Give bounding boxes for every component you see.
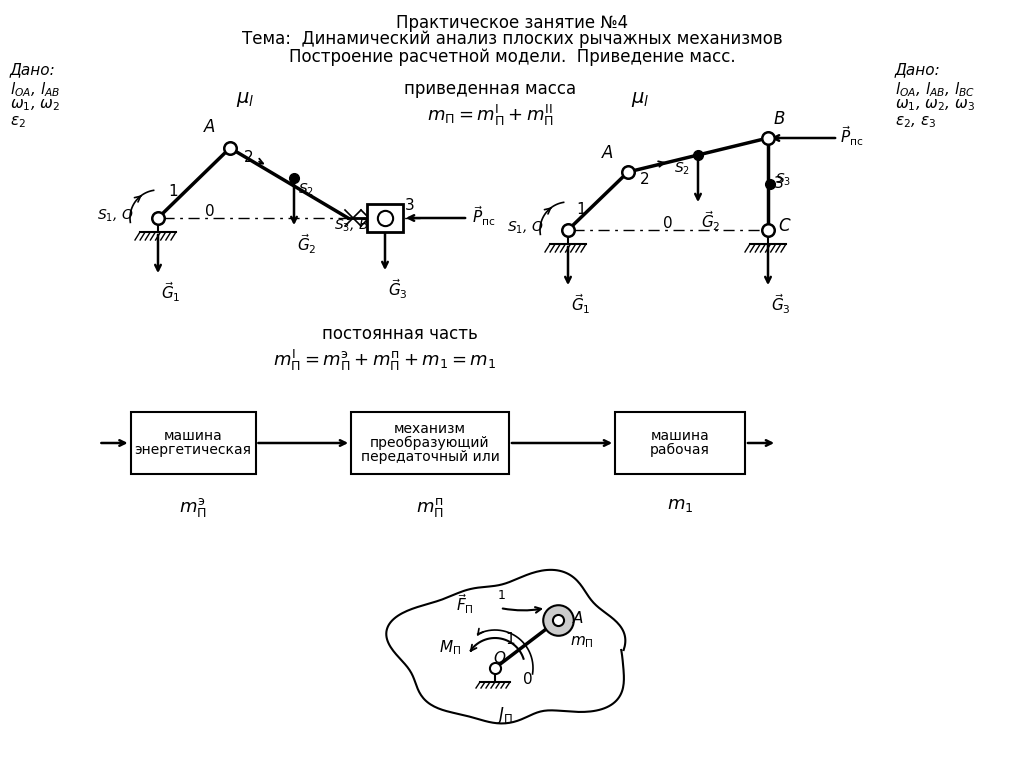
Text: $A$: $A$ [572,610,585,626]
Bar [615,412,745,474]
Text: $S_3$, $B$: $S_3$, $B$ [334,217,369,234]
Text: $\omega_1$, $\omega_2$: $\omega_1$, $\omega_2$ [10,97,60,113]
Text: $S_2$: $S_2$ [674,161,690,177]
Text: $A$: $A$ [203,118,216,136]
Text: $\vec{G}_3$: $\vec{G}_3$ [388,277,408,300]
Text: 2: 2 [244,151,254,165]
Text: $S_2$: $S_2$ [298,182,314,198]
Text: механизм: механизм [394,422,466,436]
Text: 0: 0 [523,673,532,687]
Text: $M_{\Pi}$: $M_{\Pi}$ [439,639,461,657]
Polygon shape [386,570,626,723]
Text: $m_1$: $m_1$ [667,496,693,514]
Text: 1: 1 [505,633,515,647]
Text: $\vec{G}_2$: $\vec{G}_2$ [701,209,721,233]
Text: 0: 0 [664,216,673,231]
Text: машина: машина [650,429,710,443]
Bar [367,204,403,232]
Text: $\vec{P}_{\rm пс}$: $\vec{P}_{\rm пс}$ [472,204,496,228]
Text: $\vec{G}_3$: $\vec{G}_3$ [771,292,791,316]
Text: $B$: $B$ [773,110,785,128]
Text: 1: 1 [575,201,586,217]
Text: $C$: $C$ [778,217,792,235]
Text: $l_{OA}$, $l_{AB}$: $l_{OA}$, $l_{AB}$ [10,80,60,99]
Text: рабочая: рабочая [650,443,710,457]
Text: преобразующий: преобразующий [371,436,489,450]
Text: $J_{\Pi}$: $J_{\Pi}$ [497,705,514,726]
Text: $m_{\Pi}^{\rm э}$: $m_{\Pi}^{\rm э}$ [179,496,207,519]
Text: $l_{OA}$, $l_{AB}$, $l_{BC}$: $l_{OA}$, $l_{AB}$, $l_{BC}$ [895,80,975,99]
Text: $\vec{G}_1$: $\vec{G}_1$ [161,280,180,303]
Text: 3: 3 [774,177,783,191]
Text: 3: 3 [406,198,415,214]
Text: $\vec{P}_{\rm пс}$: $\vec{P}_{\rm пс}$ [840,124,863,147]
Text: $\mu_l$: $\mu_l$ [631,90,649,109]
Text: машина: машина [164,429,222,443]
Text: $\vec{G}_1$: $\vec{G}_1$ [571,292,591,316]
Text: $\omega_1$, $\omega_2$, $\omega_3$: $\omega_1$, $\omega_2$, $\omega_3$ [895,97,975,113]
Text: $m_{\Pi}$: $m_{\Pi}$ [570,634,594,650]
Text: $m_{\Pi}^{\rm I} = m_{\Pi}^{\rm э} + m_{\Pi}^{\rm п} + m_1 = m_1$: $m_{\Pi}^{\rm I} = m_{\Pi}^{\rm э} + m_{… [273,348,497,373]
Text: Тема:  Динамический анализ плоских рычажных механизмов: Тема: Динамический анализ плоских рычажн… [242,30,782,48]
Text: $S_1$, $O$: $S_1$, $O$ [508,220,544,237]
Text: $m_{\Pi}^{\rm п}$: $m_{\Pi}^{\rm п}$ [416,496,443,519]
Text: передаточный или: передаточный или [360,450,500,464]
Text: $S_3$: $S_3$ [775,172,792,188]
Text: 1: 1 [498,589,506,602]
Text: 0: 0 [205,204,215,219]
Text: $O$: $O$ [493,650,507,666]
Bar [351,412,509,474]
Text: Дано:: Дано: [895,62,941,77]
Text: приведенная масса: приведенная масса [403,80,577,98]
Text: Дано:: Дано: [10,62,55,77]
Text: $\vec{G}_2$: $\vec{G}_2$ [297,232,316,256]
Text: Практическое занятие №4: Практическое занятие №4 [396,14,628,32]
Text: $\mu_l$: $\mu_l$ [236,90,254,109]
Text: $S_1$, $O$: $S_1$, $O$ [97,208,134,224]
Text: $A$: $A$ [601,144,614,162]
Text: $\varepsilon_2$: $\varepsilon_2$ [10,114,26,130]
Text: $\vec{F}_{\Pi}$: $\vec{F}_{\Pi}$ [457,592,474,616]
Text: энергетическая: энергетическая [134,443,252,457]
Text: 1: 1 [168,184,177,198]
Text: 2: 2 [640,173,649,187]
Text: $m_{\Pi} = m_{\Pi}^{\rm I} + m_{\Pi}^{\rm II}$: $m_{\Pi} = m_{\Pi}^{\rm I} + m_{\Pi}^{\r… [427,103,554,128]
Bar [130,412,256,474]
Text: $\varepsilon_2$, $\varepsilon_3$: $\varepsilon_2$, $\varepsilon_3$ [895,114,936,130]
Text: постоянная часть: постоянная часть [323,325,478,343]
Text: Построение расчетной модели.  Приведение масс.: Построение расчетной модели. Приведение … [289,48,735,66]
